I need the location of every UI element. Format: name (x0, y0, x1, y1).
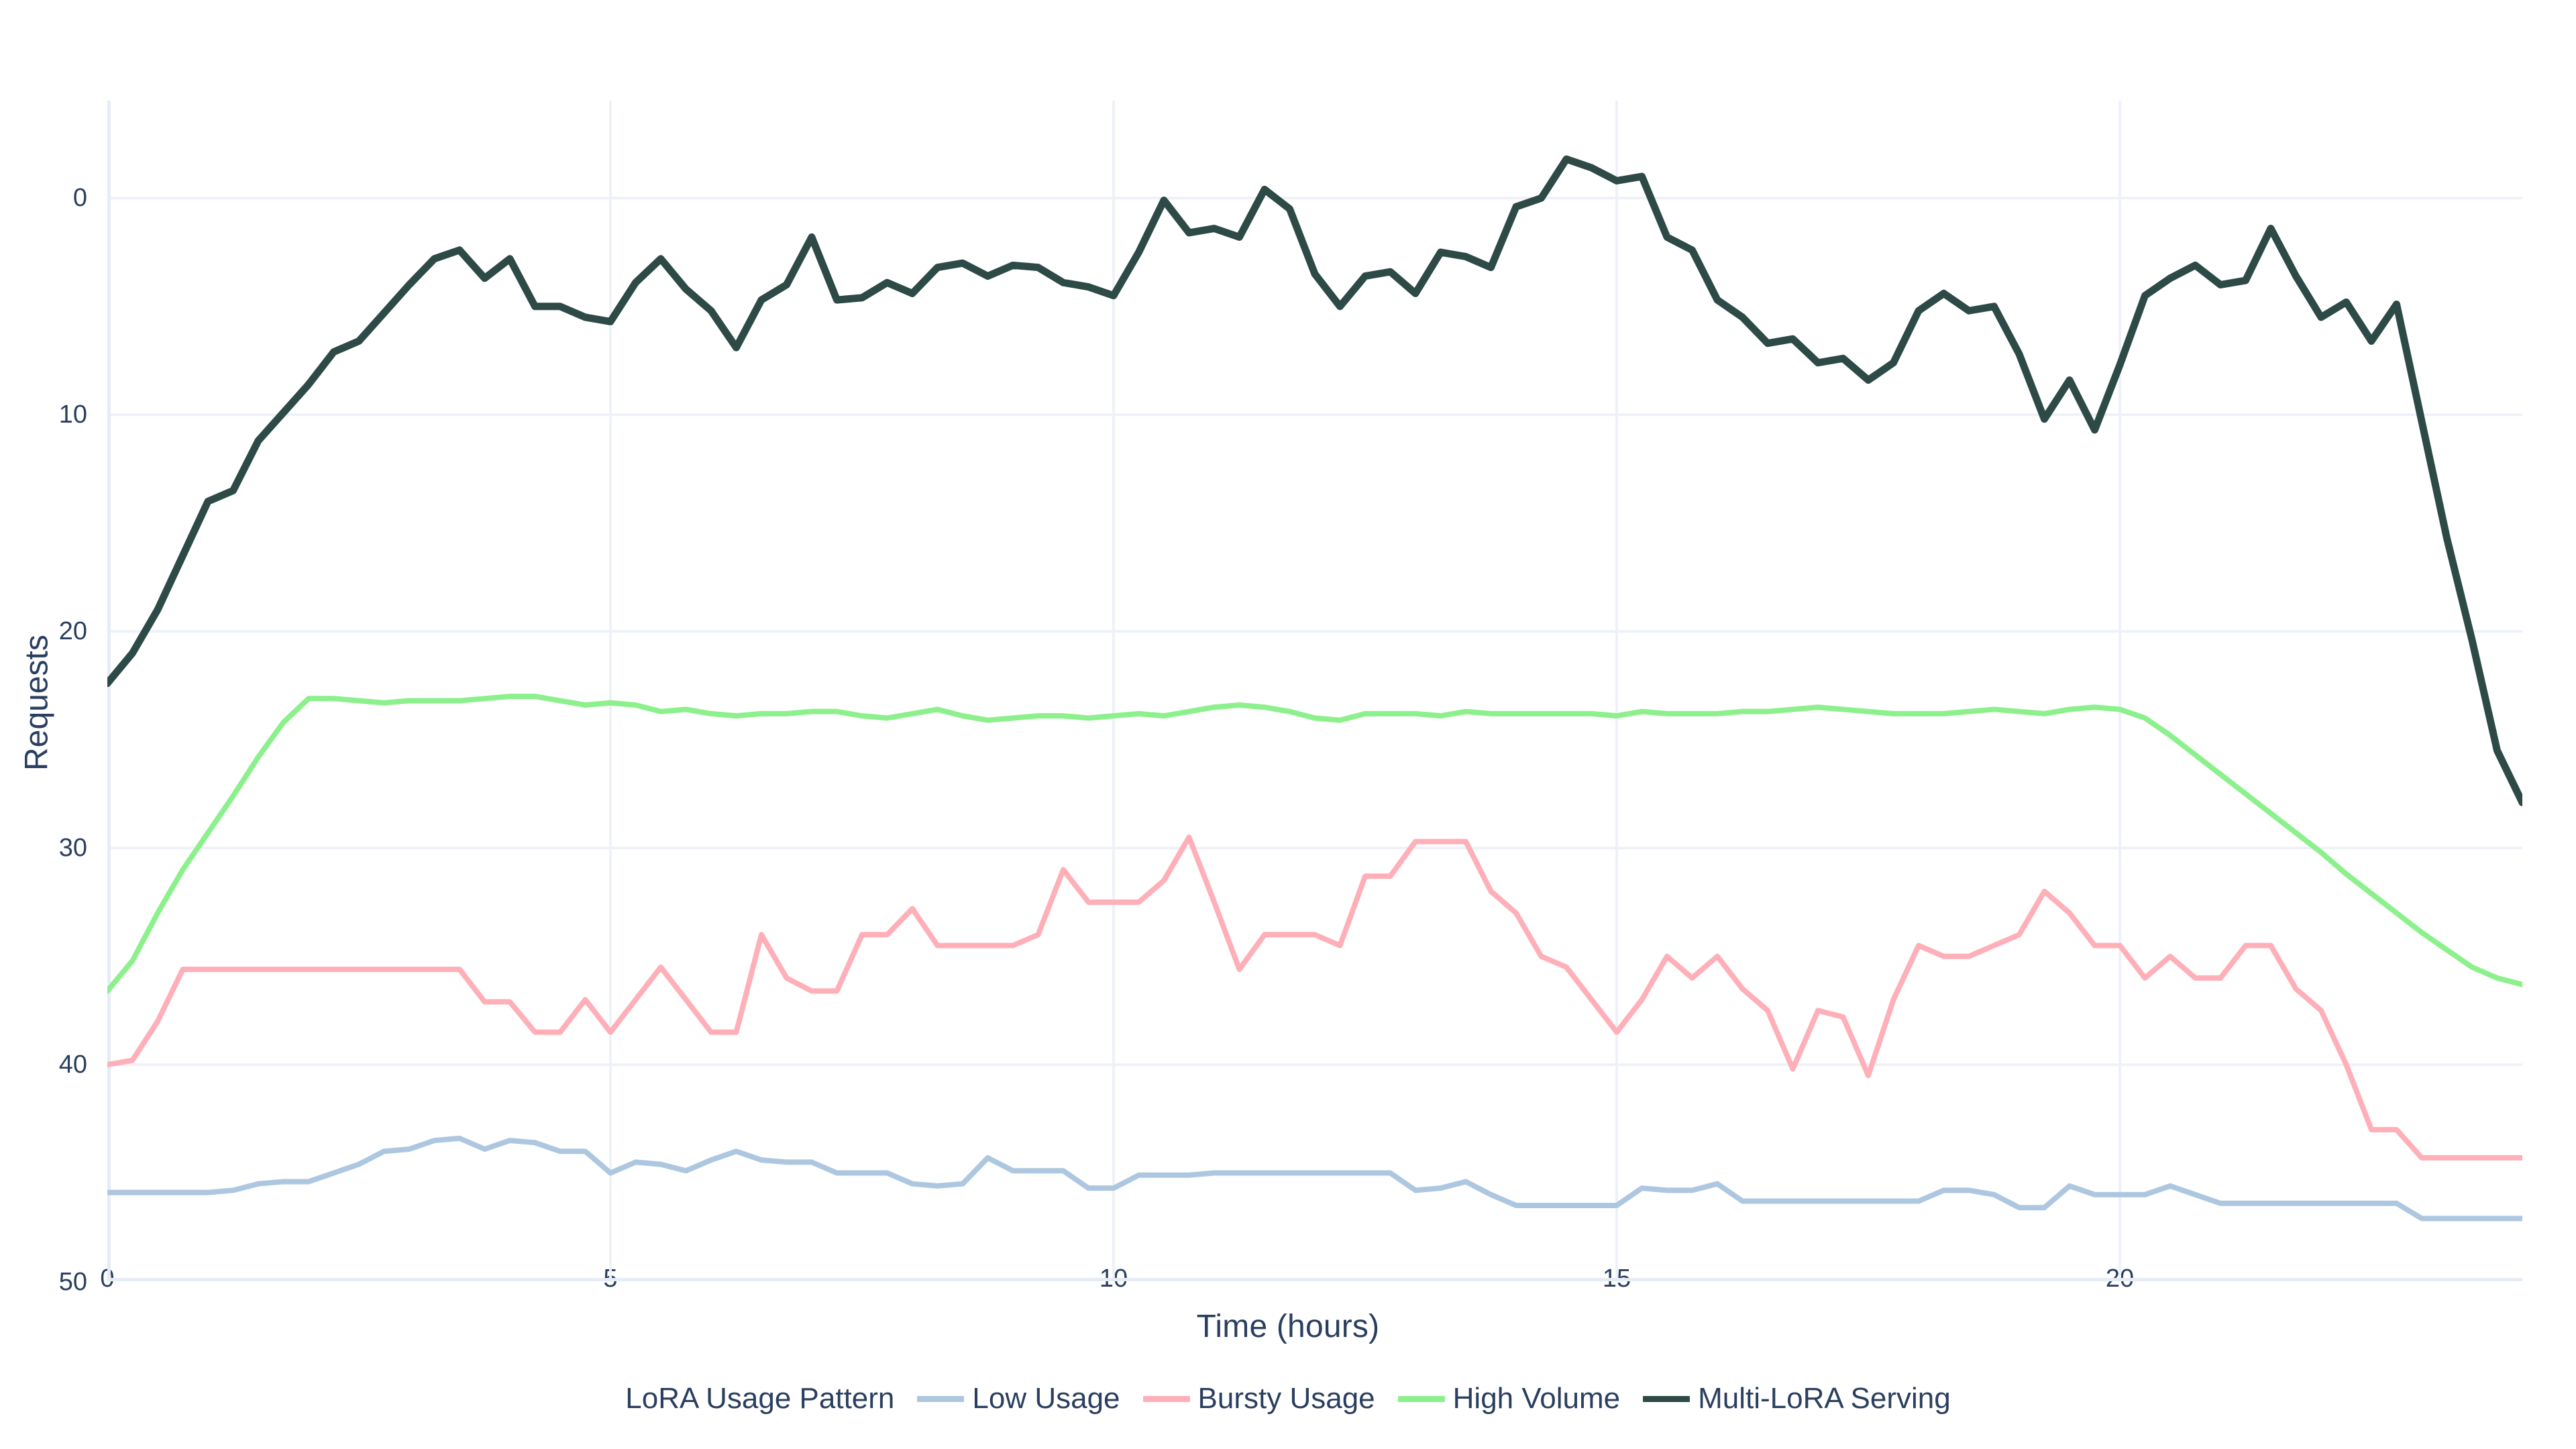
y-tick-label: 20 (58, 617, 87, 645)
legend-item-label: Bursty Usage (1197, 1382, 1375, 1415)
legend-item-multi-lora-serving[interactable]: Multi-LoRA Serving (1643, 1382, 1951, 1415)
series-lines (107, 155, 2522, 1222)
legend-item-bursty-usage[interactable]: Bursty Usage (1142, 1382, 1375, 1415)
legend-swatch-icon (1643, 1395, 1690, 1402)
y-axis-title: Requests (19, 635, 55, 771)
legend-swatch-icon (917, 1395, 965, 1402)
series-line-multi-lora-serving (107, 155, 2522, 806)
plot-area (107, 101, 2522, 1281)
series-line-low-usage (107, 1135, 2522, 1222)
legend-item-label: High Volume (1452, 1382, 1621, 1415)
legend-title: LoRA Usage Pattern (625, 1382, 895, 1415)
y-tick-label: 40 (58, 1051, 87, 1079)
series-line-high-volume (107, 694, 2522, 994)
series-line-bursty-usage (107, 834, 2522, 1161)
plot-svg (107, 101, 2522, 1281)
y-tick-label: 50 (58, 1268, 87, 1296)
legend-item-low-usage[interactable]: Low Usage (917, 1382, 1120, 1415)
y-tick-label: 0 (72, 184, 87, 212)
legend-item-high-volume[interactable]: High Volume (1397, 1382, 1621, 1415)
y-tick-label: 30 (58, 834, 87, 862)
y-tick-label: 10 (58, 400, 87, 429)
legend-item-label: Low Usage (972, 1382, 1120, 1415)
legend-item-label: Multi-LoRA Serving (1698, 1382, 1951, 1415)
legend-swatch-icon (1142, 1395, 1190, 1402)
x-axis-title: Time (hours) (1196, 1309, 1380, 1344)
legend-swatch-icon (1397, 1395, 1445, 1402)
chart-legend: LoRA Usage Pattern Low Usage Bursty Usag… (0, 1382, 2576, 1415)
